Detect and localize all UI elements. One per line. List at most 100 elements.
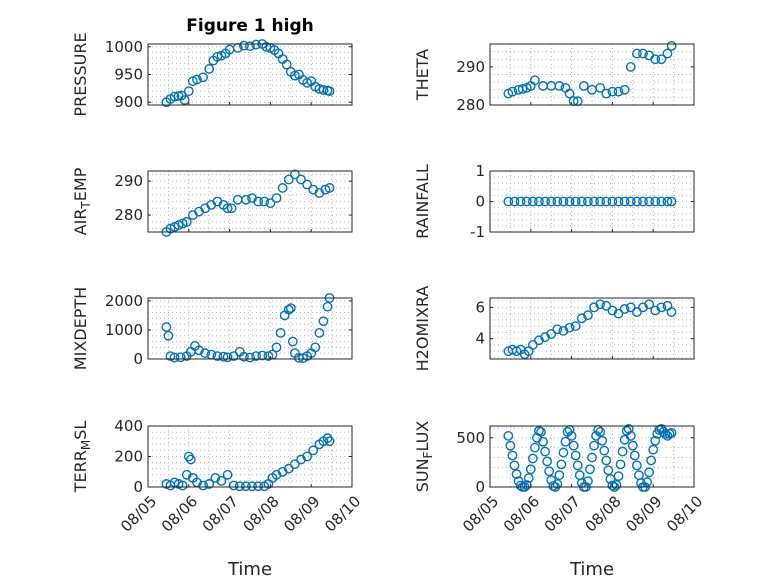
- theta-point: [656, 54, 667, 65]
- air_temp-point: [241, 194, 251, 205]
- theta-point: [607, 86, 618, 97]
- air_temp-ytick-label: 280: [114, 206, 143, 224]
- theta-ytick-label: 280: [456, 96, 485, 114]
- air_temp-point: [265, 198, 276, 209]
- terr_msl-point: [185, 454, 196, 465]
- sun_flux-point: [503, 430, 514, 441]
- h2omixra-axes-frame: [489, 297, 695, 360]
- axes-pressure: 900 950 1000 PRESSURE Figure 1 high: [71, 16, 353, 117]
- theta-point: [578, 81, 589, 91]
- terr_msl-point: [302, 451, 313, 462]
- sun_flux-point: [507, 450, 518, 461]
- pressure-point: [245, 41, 255, 52]
- air_temp-ylabel: AIRTEMP: [71, 167, 93, 235]
- rainfall-ylabel: RAINFALL: [413, 164, 432, 239]
- sun_flux-point: [607, 480, 618, 491]
- rainfall-point: [521, 196, 532, 207]
- sun_flux-point: [527, 453, 538, 464]
- mixdepth-point: [318, 316, 329, 327]
- h2omixra-point: [564, 322, 575, 333]
- sun_flux-point: [540, 446, 550, 457]
- h2omixra-plot-area: [490, 298, 694, 359]
- theta-point: [554, 81, 565, 91]
- theta-point: [619, 84, 630, 95]
- air_temp-point: [271, 193, 282, 204]
- sun_flux-point: [629, 450, 640, 461]
- rainfall-point: [509, 196, 520, 207]
- sun_flux-point: [523, 473, 534, 484]
- mixdepth-point: [175, 352, 186, 363]
- theta-point: [529, 75, 540, 86]
- rainfall-ytick-label: 0: [475, 193, 485, 211]
- terr_msl-point: [283, 463, 294, 474]
- pressure-point: [289, 70, 300, 81]
- terr_msl-ytick-label: 400: [114, 417, 143, 435]
- pressure-point: [251, 39, 262, 50]
- theta-point: [662, 48, 673, 59]
- pressure-point: [192, 74, 202, 85]
- rainfall-ytick-label: -1: [470, 223, 485, 241]
- h2omixra-point: [546, 329, 557, 339]
- axes-mixdepth: 0 1000 2000 MIXDEPTH: [71, 287, 353, 370]
- theta-ylabel: THETA: [413, 49, 432, 101]
- theta-ytick-label: 290: [456, 58, 485, 76]
- terr_msl-point: [222, 469, 233, 480]
- pressure-ytick-label: 950: [114, 66, 143, 84]
- sun_flux-point: [601, 455, 612, 466]
- rainfall-point: [583, 196, 593, 207]
- pressure-point: [261, 41, 272, 52]
- axes-air_temp: 280 290 AIRTEMP: [71, 167, 353, 237]
- h2omixra-point: [601, 300, 612, 311]
- rainfall-point: [503, 196, 514, 207]
- h2omixra-point: [570, 321, 581, 332]
- h2omixra-point: [625, 302, 636, 313]
- mixdepth-point: [275, 327, 286, 338]
- rainfall-point: [601, 196, 612, 207]
- air_temp-point: [181, 216, 192, 227]
- rainfall-point: [546, 196, 557, 207]
- sun_flux-point: [617, 446, 628, 457]
- rainfall-point: [638, 196, 648, 207]
- sun_flux-point: [625, 430, 636, 441]
- sun_flux-point: [587, 452, 597, 463]
- mixdepth-point: [169, 352, 180, 363]
- pressure-ylabel: PRESSURE: [71, 32, 90, 116]
- sun_flux-point: [660, 428, 671, 439]
- rainfall-point: [576, 196, 587, 207]
- sun_flux-point: [568, 440, 579, 451]
- sun_flux-point: [572, 460, 583, 471]
- terr_msl-point: [324, 436, 335, 447]
- terr_msl-point: [277, 466, 288, 477]
- terr_msl-point: [247, 481, 257, 492]
- h2omixra-point: [552, 324, 563, 335]
- terr_msl-point: [210, 472, 221, 483]
- air_temp-ytick-label: 290: [114, 172, 143, 190]
- terr_msl-point: [308, 445, 319, 456]
- theta-point: [613, 86, 624, 97]
- rainfall-point: [570, 196, 581, 207]
- sun_flux-point: [644, 467, 655, 478]
- theta-point: [666, 41, 677, 51]
- sun_flux-point: [585, 464, 595, 475]
- mixdepth-point: [245, 352, 255, 363]
- sun_flux-point: [542, 456, 553, 467]
- terr_msl-point: [234, 481, 245, 492]
- h2omixra-ytick-label: 6: [475, 298, 485, 316]
- mixdepth-point: [314, 327, 325, 338]
- mixdepth-point: [287, 336, 298, 347]
- sun_flux-point: [552, 479, 563, 489]
- sun_flux-point: [589, 440, 599, 451]
- sun_flux-point: [646, 455, 657, 466]
- mixdepth-point: [251, 351, 262, 361]
- sun_flux-point: [536, 427, 546, 437]
- theta-point: [625, 61, 636, 72]
- h2omixra-point: [656, 302, 667, 313]
- terr_msl-point: [177, 480, 188, 491]
- h2omixra-point: [666, 307, 677, 317]
- pressure-ytick-label: 900: [114, 93, 143, 111]
- air_temp-point: [324, 183, 335, 193]
- rainfall-point: [656, 196, 667, 207]
- terr_msl-ytick-label: 0: [133, 478, 143, 496]
- sun_flux-xlabel: Time: [569, 559, 614, 580]
